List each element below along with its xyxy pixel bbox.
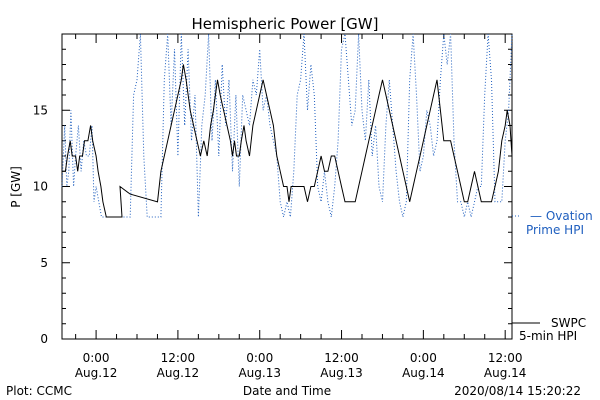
x-tick-time-label: 0:00 <box>83 351 110 365</box>
x-axis-ticks: 0:00Aug.1212:00Aug.120:00Aug.1312:00Aug.… <box>75 34 527 380</box>
legend-ovation-line2: Prime HPI <box>526 223 584 237</box>
series-ovation-line <box>61 33 513 218</box>
footer-plot-credit: Plot: CCMC <box>6 384 72 398</box>
legend-ovation-line1: — Ovation <box>530 209 593 223</box>
x-axis-label: Date and Time <box>243 384 331 398</box>
y-axis-ticks: 0 5 10 15 <box>33 33 512 346</box>
x-tick-date-label: Aug.13 <box>320 366 363 380</box>
x-tick-time-label: 0:00 <box>246 351 273 365</box>
series-layer <box>61 33 513 218</box>
x-tick-time-label: 12:00 <box>488 351 523 365</box>
y-tick-label: 15 <box>33 103 48 117</box>
x-tick-date-label: Aug.14 <box>484 366 527 380</box>
x-tick-date-label: Aug.12 <box>157 366 200 380</box>
legend-swpc-line2: 5-min HPI <box>519 329 577 343</box>
x-tick-date-label: Aug.13 <box>238 366 281 380</box>
footer-timestamp: 2020/08/14 15:20:22 <box>454 384 581 398</box>
series-swpc-line <box>62 64 513 218</box>
x-tick-date-label: Aug.14 <box>402 366 445 380</box>
x-tick-date-label: Aug.12 <box>75 366 118 380</box>
x-tick-time-label: 12:00 <box>324 351 359 365</box>
chart-title: Hemispheric Power [GW] <box>192 15 379 33</box>
y-tick-label: 0 <box>40 332 48 346</box>
y-axis-label: P [GW] <box>9 166 23 208</box>
legend-swpc-line1: SWPC <box>551 316 586 330</box>
y-tick-label: 10 <box>33 180 48 194</box>
y-tick-label: 5 <box>40 256 48 270</box>
x-tick-time-label: 0:00 <box>410 351 437 365</box>
x-tick-time-label: 12:00 <box>161 351 196 365</box>
